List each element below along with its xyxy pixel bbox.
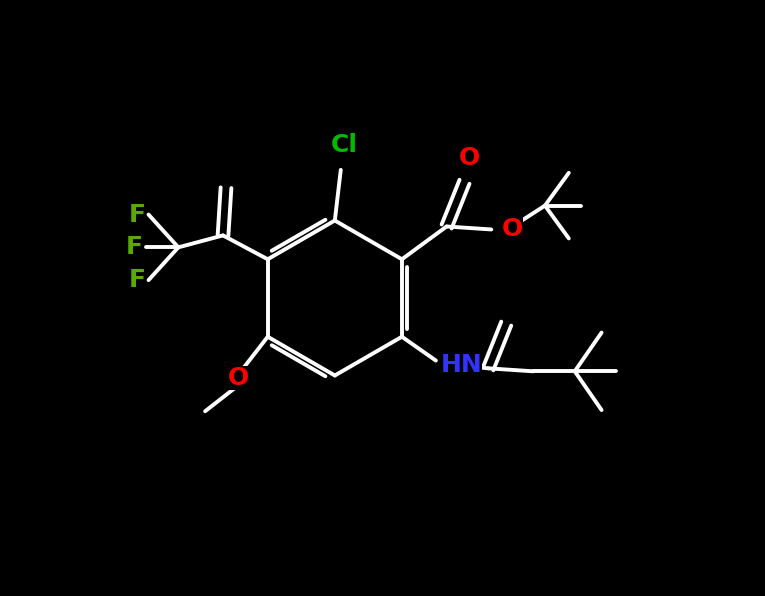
Text: O: O — [227, 367, 249, 390]
Text: O: O — [502, 218, 523, 241]
Text: F: F — [129, 268, 145, 292]
Text: F: F — [125, 235, 142, 259]
Text: Cl: Cl — [330, 133, 357, 157]
Text: F: F — [129, 203, 145, 226]
Text: O: O — [459, 146, 480, 170]
Text: HN: HN — [441, 353, 483, 377]
